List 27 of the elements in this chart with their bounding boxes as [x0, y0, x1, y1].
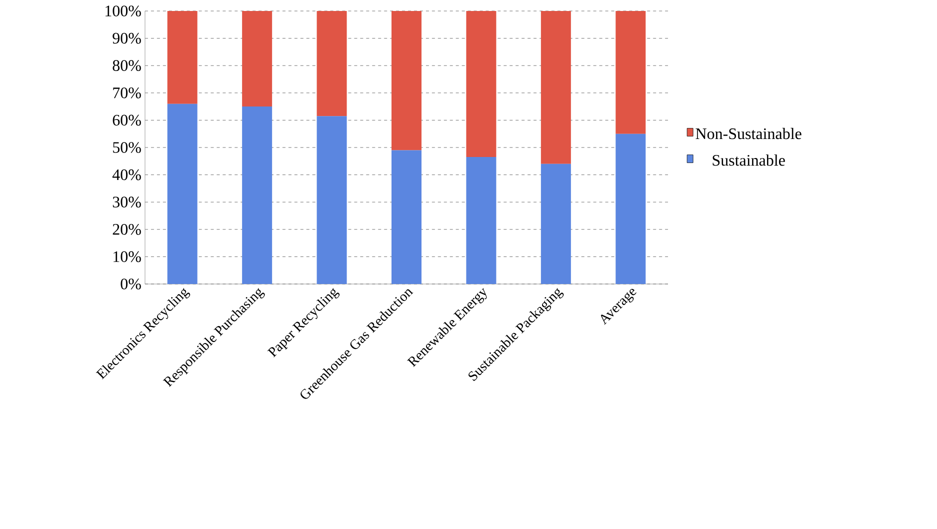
- legend-label: Sustainable: [712, 154, 785, 166]
- bar: [242, 106, 272, 284]
- bar: [316, 10, 347, 116]
- bar: [616, 134, 646, 284]
- y-tick-label: 60%: [112, 114, 141, 126]
- bar: [167, 104, 198, 284]
- bar: [466, 10, 496, 158]
- bar: [616, 10, 646, 134]
- bar: [540, 10, 571, 164]
- y-tick-label: 50%: [113, 142, 141, 153]
- y-tick-label: 10%: [114, 251, 141, 262]
- y-tick-label: 30%: [112, 196, 141, 208]
- y-tick-label: 0%: [120, 278, 141, 290]
- bar: [167, 10, 198, 104]
- y-tick-label: 90%: [112, 32, 141, 44]
- bar: [540, 164, 571, 284]
- y-tick-label: 80%: [112, 60, 141, 72]
- y-tick-label: 20%: [112, 224, 141, 235]
- bar: [242, 10, 272, 107]
- bar: [466, 157, 496, 284]
- legend-label: Non-Sustainable: [696, 128, 802, 140]
- y-tick-label: 40%: [112, 169, 141, 180]
- y-tick-label: 100%: [106, 6, 141, 16]
- y-tick-label: 70%: [113, 87, 141, 98]
- bar: [392, 10, 422, 150]
- bar: [316, 116, 347, 284]
- bar: [392, 150, 422, 284]
